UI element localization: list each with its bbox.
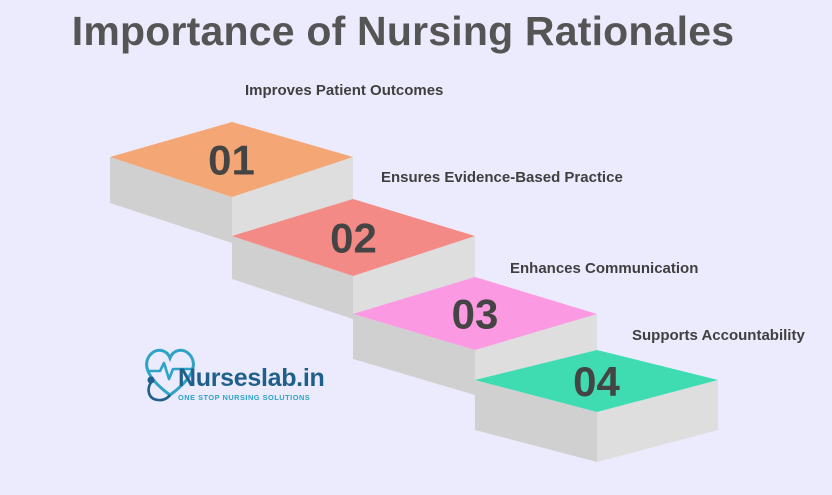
logo-tagline: ONE STOP NURSING SOLUTIONS — [178, 393, 311, 402]
step-1-side-face — [232, 157, 353, 243]
heart-stethoscope-icon — [145, 348, 195, 402]
step-3-top-face — [353, 277, 597, 350]
step-label-4: Supports Accountability — [632, 327, 805, 344]
step-label-2: Ensures Evidence-Based Practice — [381, 169, 623, 186]
step-4: 04 — [475, 350, 718, 462]
step-3-front-face — [353, 314, 475, 395]
step-4-front-face — [475, 380, 597, 462]
step-2-side-face — [353, 236, 475, 319]
step-number-3: 03 — [452, 291, 499, 338]
page-title: Importance of Nursing Rationales — [71, 8, 735, 54]
step-label-3: Enhances Communication — [510, 260, 699, 277]
step-2-top-face — [232, 199, 475, 276]
step-1-top-face — [110, 122, 353, 197]
step-label-1: Improves Patient Outcomes — [245, 82, 444, 99]
step-number-1: 01 — [208, 137, 255, 184]
step-1: 01 — [110, 122, 353, 243]
step-4-top-face — [475, 350, 718, 412]
step-number-2: 02 — [330, 215, 377, 262]
step-4-side-face — [597, 380, 718, 462]
step-1-front-face — [110, 157, 232, 243]
logo-name: Nurseslab.in — [178, 364, 325, 392]
step-2-front-face — [232, 236, 353, 319]
step-2: 02 — [232, 199, 475, 319]
step-number-4: 04 — [573, 358, 620, 405]
brand-logo: Nurseslab.in ONE STOP NURSING SOLUTIONS — [140, 343, 330, 405]
